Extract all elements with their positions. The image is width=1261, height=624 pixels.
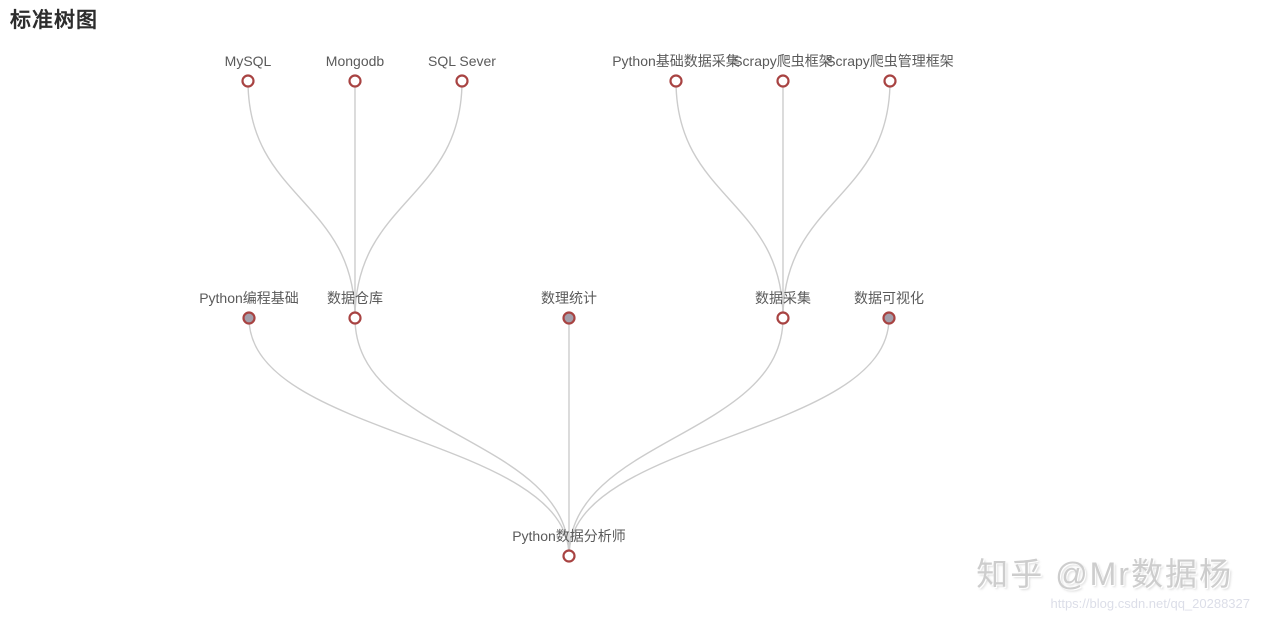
tree-node-label[interactable]: Python基础数据采集: [612, 52, 740, 69]
tree-node-symbol[interactable]: [562, 311, 576, 325]
tree-node-label[interactable]: Python数据分析师: [512, 527, 626, 544]
tree-edge: [354, 317, 570, 557]
tree-edge: [354, 80, 463, 319]
tree-node-symbol[interactable]: [348, 311, 362, 325]
tree-node-label[interactable]: 数据采集: [755, 289, 811, 306]
tree-node-symbol[interactable]: [241, 74, 255, 88]
zhihu-watermark: 知乎 @Mr数据杨: [976, 556, 1233, 592]
watermark-url: https://blog.csdn.net/qq_20288327: [1050, 596, 1251, 611]
tree-edge: [248, 317, 570, 557]
tree-node-symbol[interactable]: [455, 74, 469, 88]
tree-edge: [568, 317, 890, 557]
tree-node-symbol[interactable]: [883, 74, 897, 88]
tree-node-symbol[interactable]: [776, 74, 790, 88]
tree-node-label[interactable]: SQL Sever: [428, 52, 496, 69]
tree-node-symbol[interactable]: [669, 74, 683, 88]
tree-node-symbol[interactable]: [242, 311, 256, 325]
tree-edge: [675, 80, 784, 319]
tree-node-symbol[interactable]: [776, 311, 790, 325]
tree-node-label[interactable]: MySQL: [224, 52, 272, 69]
tree-node-label[interactable]: Scrapy爬虫框架: [733, 52, 833, 69]
tree-node-symbol[interactable]: [348, 74, 362, 88]
tree-node-label[interactable]: 数据可视化: [854, 289, 924, 306]
tree-node-label[interactable]: Python编程基础: [199, 289, 299, 306]
page-title: 标准树图: [10, 9, 98, 32]
tree-node-symbol[interactable]: [882, 311, 896, 325]
tree-edge: [568, 317, 784, 557]
tree-node-label[interactable]: 数据仓库: [327, 289, 383, 306]
tree-node-symbol[interactable]: [562, 549, 576, 563]
tree-node-label[interactable]: Mongodb: [325, 52, 385, 69]
tree-node-label[interactable]: 数理统计: [541, 289, 597, 306]
tree-edge: [247, 80, 356, 319]
tree-node-label[interactable]: Scrapy爬虫管理框架: [826, 52, 954, 69]
tree-edge: [782, 80, 891, 319]
